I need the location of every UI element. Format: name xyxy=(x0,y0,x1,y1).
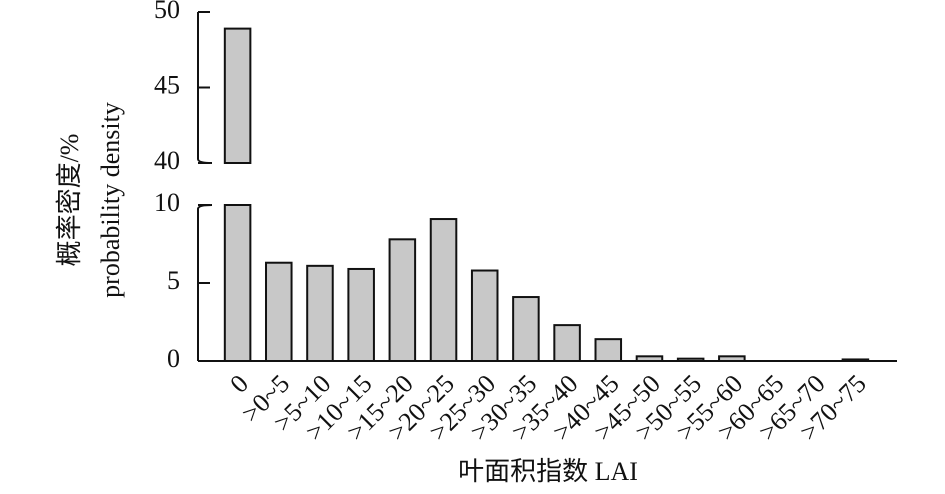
bar xyxy=(429,218,458,362)
y-axis-label: probability density xyxy=(96,102,125,298)
bar xyxy=(223,204,252,362)
bar xyxy=(553,324,581,362)
y-axis-label: 概率密度/% xyxy=(55,134,84,267)
y-tick-label: 5 xyxy=(167,266,180,295)
bar xyxy=(388,238,417,363)
x-axis-label: 叶面积指数 LAI xyxy=(458,457,638,486)
y-tick-label: 10 xyxy=(154,188,180,217)
bar xyxy=(635,355,664,363)
bar xyxy=(306,264,334,362)
y-tick-label: 0 xyxy=(167,344,180,373)
bar xyxy=(841,358,870,363)
bar xyxy=(347,267,375,362)
bar xyxy=(265,261,293,362)
y-tick-label: 45 xyxy=(154,70,180,99)
bar xyxy=(718,355,746,363)
bar xyxy=(594,338,623,363)
bar xyxy=(676,357,705,363)
y-tick-label: 40 xyxy=(154,146,180,175)
bar xyxy=(470,269,499,362)
bar xyxy=(223,27,252,164)
bar xyxy=(512,296,540,363)
axis-break xyxy=(197,158,213,210)
y-tick-label: 50 xyxy=(154,0,180,24)
